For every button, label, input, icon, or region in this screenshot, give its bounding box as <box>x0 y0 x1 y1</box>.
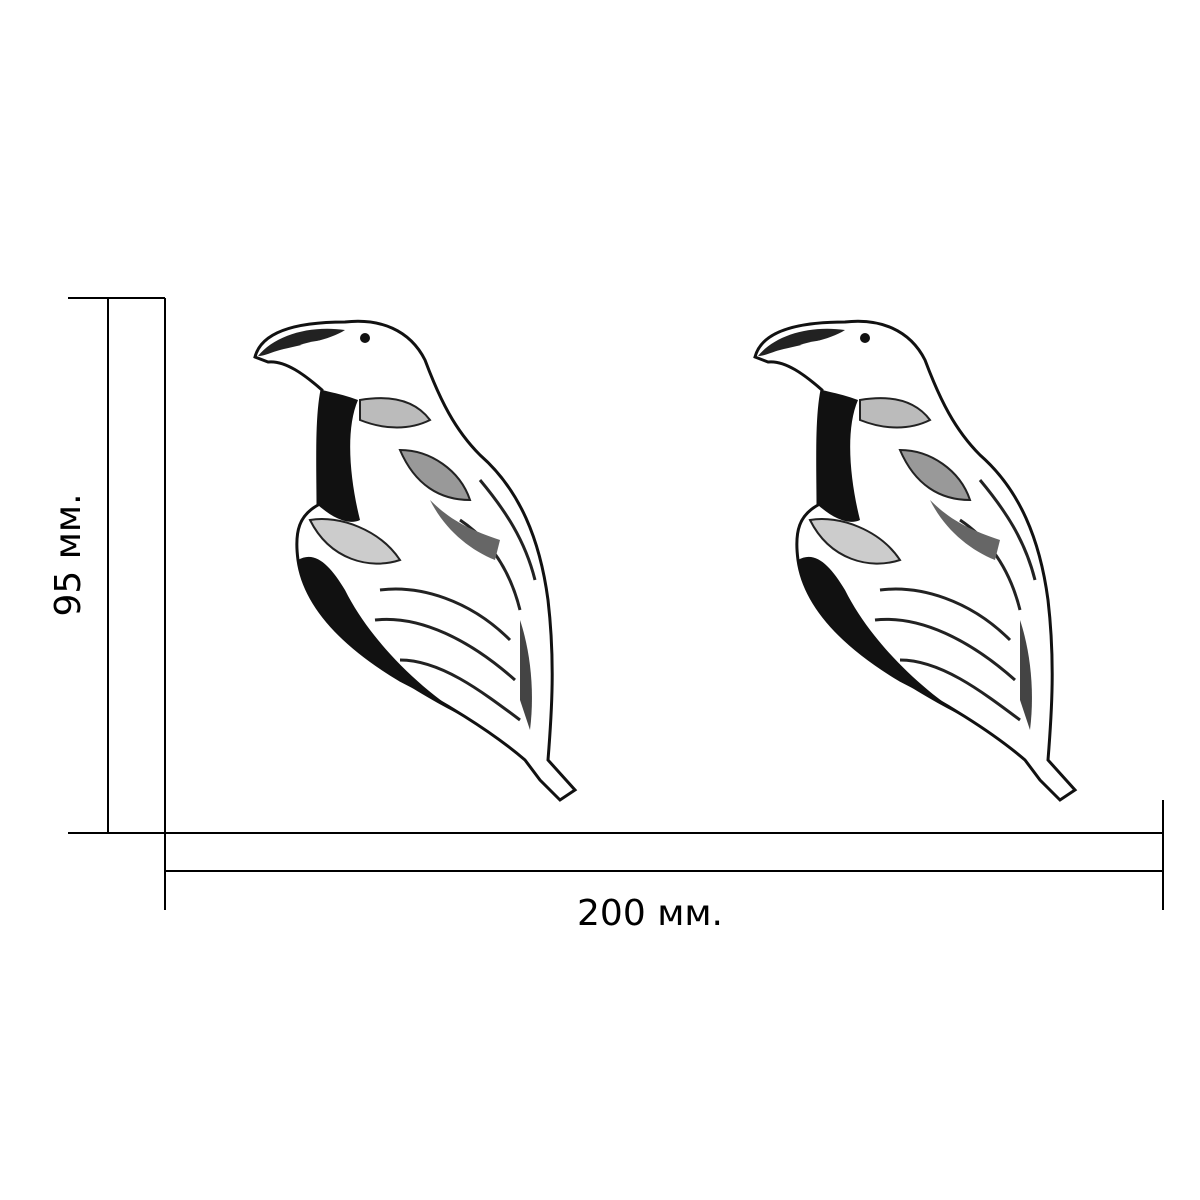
raven-illustration <box>253 319 577 802</box>
height-label: 95 мм. <box>48 493 89 616</box>
width-label: 200 мм. <box>577 893 723 934</box>
raven-illustration <box>753 319 1077 802</box>
